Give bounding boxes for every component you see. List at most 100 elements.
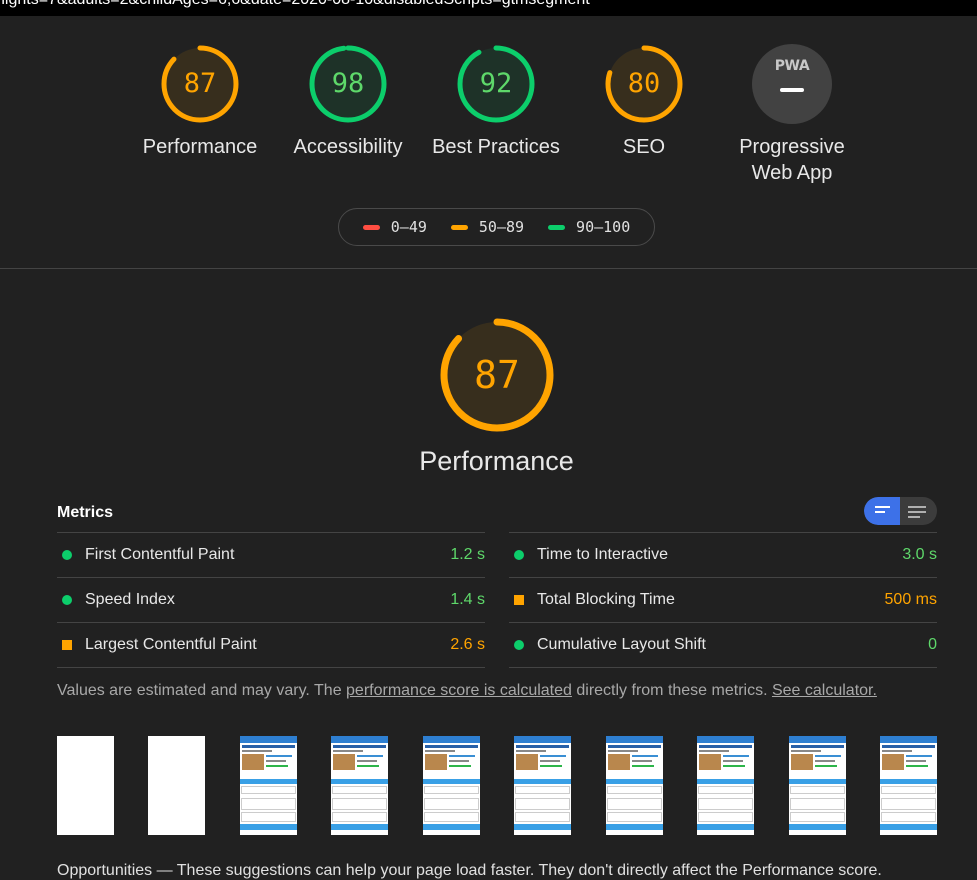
average-square-icon [62, 640, 72, 650]
metric-label: Speed Index [85, 591, 175, 608]
gauge-performance[interactable]: 87 Performance [130, 44, 270, 160]
performance-title: Performance [419, 446, 574, 476]
metric-value: 2.6 s [450, 636, 485, 653]
pass-circle-icon [62, 595, 72, 605]
metrics-view-toggle[interactable] [864, 497, 937, 525]
compact-list-icon [875, 506, 890, 516]
metric-row: Time to Interactive 3.0 s [509, 532, 937, 577]
gauge-score: 92 [479, 68, 513, 99]
opportunities-text: Opportunities — These suggestions can he… [57, 862, 882, 879]
note-prefix: Values are estimated and may vary. The [57, 682, 347, 699]
gauge-ring [161, 45, 239, 123]
performance-gauge: 87 [437, 315, 557, 435]
gauge-arc [605, 45, 683, 123]
filmstrip-frame [880, 736, 937, 835]
metric-row: Cumulative Layout Shift 0 [509, 622, 937, 668]
metrics-title: Metrics [57, 504, 114, 521]
gauge-ring [457, 45, 535, 123]
performance-gauge-ring [440, 318, 554, 432]
gauge-arc [457, 45, 535, 123]
metric-row: Largest Contentful Paint 2.6 s [57, 622, 485, 668]
score-calculated-link[interactable]: performance score is calculated [346, 682, 572, 699]
gauge-arc [161, 45, 239, 123]
legend-fail-label: 0–49 [390, 218, 427, 236]
url-text: nights=7&adults=2&childAges=6,6&date=202… [0, 0, 590, 8]
metrics-right-column: Time to Interactive 3.0 s Total Blocking… [509, 532, 937, 668]
filmstrip-frame [606, 736, 663, 835]
legend-pass: 90–100 [548, 218, 630, 236]
category-gauges: 87 Performance 98 Accessibility 92 Best … [0, 44, 977, 194]
gauge-arc [440, 318, 554, 432]
gauge-seo[interactable]: 80 SEO [574, 44, 714, 160]
filmstrip-frame [697, 736, 754, 835]
pwa-label-line1: Progressive [739, 136, 845, 158]
gauge-background [164, 48, 236, 120]
pass-circle-icon [514, 640, 524, 650]
metric-value: 1.4 s [450, 591, 485, 608]
legend-fail-icon [362, 224, 380, 230]
gauge-best-practices[interactable]: 92 Best Practices [426, 44, 566, 160]
gauge-background [444, 322, 550, 428]
filmstrip-frame [789, 736, 846, 835]
filmstrip [57, 736, 937, 836]
gauge-label: Progressive Web App [722, 134, 862, 186]
pass-circle-icon [514, 550, 524, 560]
metric-label: Cumulative Layout Shift [537, 636, 706, 653]
metrics-note: Values are estimated and may vary. The p… [57, 682, 877, 700]
filmstrip-frame [514, 736, 571, 835]
gauge-score: 87 [183, 68, 217, 99]
gauge-label: Best Practices [432, 136, 560, 158]
note-middle: directly from these metrics. [571, 682, 772, 699]
pwa-badge-text: PWA [774, 58, 810, 74]
average-square-icon [514, 595, 524, 605]
legend-average-label: 50–89 [478, 218, 525, 236]
expanded-view-button[interactable] [900, 497, 937, 525]
metric-value: 0 [928, 636, 937, 653]
metric-label: Largest Contentful Paint [85, 636, 257, 653]
legend-average-icon [450, 224, 468, 230]
gauge-label: Accessibility [293, 136, 403, 158]
gauge-accessibility[interactable]: 98 Accessibility [278, 44, 418, 160]
gauge-arc [309, 45, 387, 123]
gauge-label: SEO [622, 136, 666, 158]
metric-row: Speed Index 1.4 s [57, 577, 485, 622]
legend-fail: 0–49 [362, 218, 427, 236]
pwa-badge-icon: PWA [752, 44, 832, 124]
expanded-list-icon [908, 506, 926, 521]
gauge-score: 98 [331, 68, 365, 99]
gauge-score: 80 [627, 68, 661, 99]
metric-value: 500 ms [884, 591, 937, 608]
url-bar: nights=7&adults=2&childAges=6,6&date=202… [0, 0, 977, 16]
metrics-left-column: First Contentful Paint 1.2 s Speed Index… [57, 532, 485, 668]
section-divider [0, 268, 977, 269]
metric-label: Total Blocking Time [537, 591, 675, 608]
metric-label: First Contentful Paint [85, 546, 235, 563]
pass-circle-icon [62, 550, 72, 560]
metric-value: 3.0 s [902, 546, 937, 563]
metric-row: First Contentful Paint 1.2 s [57, 532, 485, 577]
metric-value: 1.2 s [450, 546, 485, 563]
metrics-header: Metrics [57, 497, 937, 533]
metric-label: Time to Interactive [537, 546, 669, 563]
metric-row: Total Blocking Time 500 ms [509, 577, 937, 622]
gauge-background [608, 48, 680, 120]
legend-pass-icon [548, 224, 566, 230]
filmstrip-frame [331, 736, 388, 835]
gauge-ring [605, 45, 683, 123]
compact-view-button[interactable] [864, 497, 900, 525]
see-calculator-link[interactable]: See calculator. [771, 682, 877, 699]
pwa-dash-icon [780, 88, 804, 92]
filmstrip-frame [240, 736, 297, 835]
performance-score: 87 [474, 353, 520, 397]
legend-average: 50–89 [450, 218, 525, 236]
filmstrip-frame [423, 736, 480, 835]
gauge-label: Performance [142, 136, 258, 158]
filmstrip-frame [57, 736, 114, 835]
gauge-background [312, 48, 384, 120]
pwa-label-line2: Web App [751, 162, 833, 184]
score-legend: 0–49 50–89 90–100 [338, 208, 655, 246]
gauge-pwa[interactable]: PWA Progressive Web App [722, 44, 862, 186]
legend-pass-label: 90–100 [576, 218, 631, 236]
filmstrip-frame [148, 736, 205, 835]
gauge-ring [309, 45, 387, 123]
